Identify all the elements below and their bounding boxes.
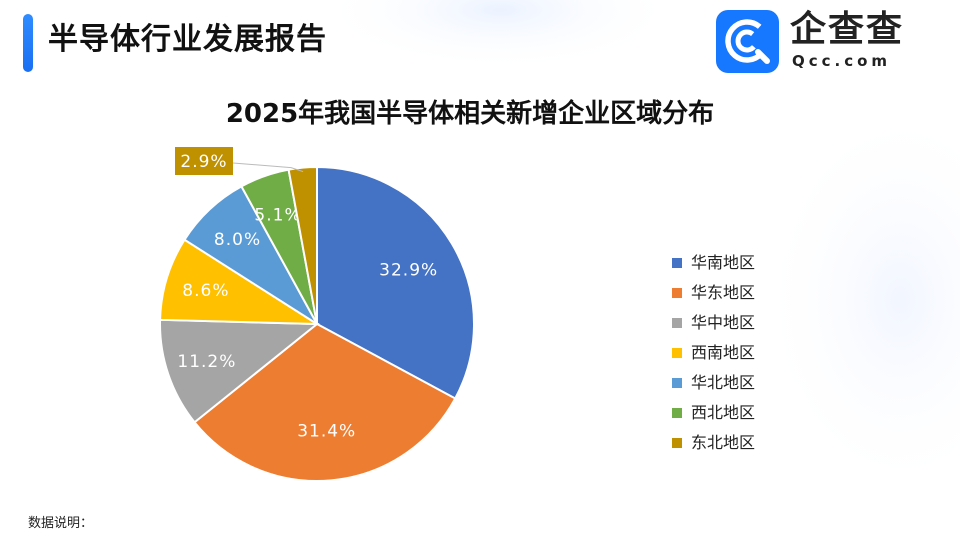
- legend-item-4: 西南地区: [672, 338, 812, 368]
- slice-data-label: 11.2%: [177, 352, 236, 372]
- legend-swatch: [672, 318, 682, 328]
- slice-data-label: 32.9%: [379, 260, 438, 280]
- brand-domain: Qcc.com: [792, 52, 892, 70]
- legend-swatch: [672, 288, 682, 298]
- page-title: 半导体行业发展报告: [48, 22, 327, 57]
- legend-item-5: 华北地区: [672, 368, 812, 398]
- legend-swatch: [672, 378, 682, 388]
- legend-label: 华中地区: [691, 313, 756, 332]
- slice-data-label: 2.9%: [180, 152, 227, 172]
- legend-item-2: 华东地区: [672, 278, 812, 308]
- slice-data-label: 5.1%: [254, 206, 301, 226]
- slice-data-label: 31.4%: [297, 421, 356, 441]
- pie-slice-3: [159, 318, 320, 424]
- legend-label: 华北地区: [691, 373, 756, 392]
- legend-label: 西南地区: [691, 343, 756, 362]
- legend-label: 西北地区: [691, 403, 756, 422]
- label-leader-line: [232, 162, 304, 173]
- legend-item-3: 华中地区: [672, 308, 812, 338]
- pie-slice-4: [159, 238, 321, 326]
- legend-swatch: [672, 408, 682, 418]
- legend-label: 华东地区: [691, 283, 756, 302]
- slice-label-box: [175, 147, 233, 175]
- legend-swatch: [672, 438, 682, 448]
- legend-swatch: [672, 258, 682, 268]
- legend-label: 华南地区: [691, 253, 756, 272]
- data-note: 数据说明：: [28, 516, 94, 531]
- chart-legend: 华南地区华东地区华中地区西南地区华北地区西北地区东北地区: [672, 248, 812, 458]
- qcc-logo-icon: [716, 10, 779, 73]
- legend-item-1: 华南地区: [672, 248, 812, 278]
- brand-logo: 企查查 Qcc.com: [716, 8, 946, 74]
- chart-title: 2025年我国半导体相关新增企业区域分布: [225, 99, 715, 129]
- legend-swatch: [672, 348, 682, 358]
- legend-item-6: 西北地区: [672, 398, 812, 428]
- slice-data-label: 8.0%: [214, 230, 261, 250]
- brand-name: 企查查: [790, 9, 905, 50]
- header-accent-bar: [23, 14, 33, 72]
- pie-slice-2: [193, 322, 457, 482]
- slice-data-label: 8.6%: [182, 281, 229, 301]
- qcc-c-mark-icon: [725, 19, 770, 64]
- pie-slice-1: [316, 165, 475, 400]
- legend-item-7: 东北地区: [672, 428, 812, 458]
- pie-slice-7: [287, 165, 318, 325]
- legend-label: 东北地区: [691, 433, 756, 452]
